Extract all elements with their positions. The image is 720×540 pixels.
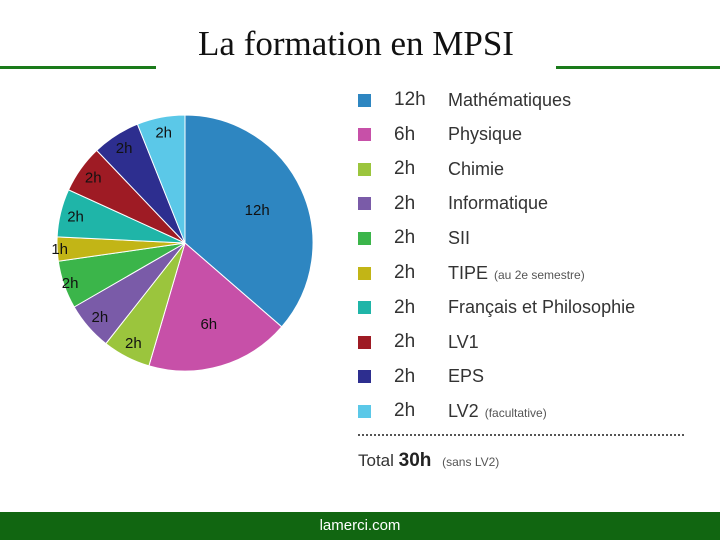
legend-swatch	[358, 335, 371, 349]
pie-slice-0	[184, 114, 314, 328]
legend-note: (facultative)	[484, 405, 547, 420]
legend-hours: 2h	[394, 331, 416, 353]
legend-swatch	[358, 197, 371, 211]
legend-swatch	[358, 93, 371, 107]
slice-label-6: 2h	[67, 208, 84, 225]
legend-subject: Informatique	[448, 193, 549, 214]
legend-subject: EPS	[448, 366, 485, 387]
slice-label-1: 6h	[200, 316, 217, 333]
legend-swatch	[358, 404, 371, 418]
slice-label-9: 2h	[155, 124, 172, 141]
title-rule-left	[0, 66, 156, 69]
legend-swatch	[358, 301, 371, 315]
legend-hours: 2h	[394, 365, 416, 387]
pie-slice-1	[148, 242, 283, 372]
slice-label-7: 2h	[85, 170, 102, 187]
legend-hours: 2h	[394, 192, 416, 214]
slice-label-3: 2h	[92, 309, 109, 326]
legend-swatch	[358, 231, 371, 245]
legend-subject: Physique	[448, 124, 523, 145]
legend-hours: 12h	[394, 89, 426, 110]
legend-subject: LV1	[448, 331, 479, 352]
legend-subject: Français et Philosophie	[448, 297, 636, 318]
legend-hours: 2h	[394, 400, 416, 422]
legend-item: 2h SII	[356, 223, 696, 253]
legend-swatch	[358, 266, 371, 280]
legend-item: 2h EPS	[356, 362, 696, 392]
legend-subject: Chimie	[448, 158, 505, 179]
title-rule-right	[556, 66, 720, 69]
legend-hours: 2h	[394, 296, 416, 318]
slice-label-4: 2h	[62, 275, 79, 292]
legend-item: 12h Mathématiques	[356, 85, 696, 115]
slice-label-0: 12h	[245, 202, 270, 219]
legend-hours: 2h	[394, 262, 416, 283]
legend-item: 2h Informatique	[356, 189, 696, 219]
legend-item: 2h TIPE (au 2e semestre)	[356, 258, 696, 288]
footer-text: lamerci.com	[319, 517, 401, 534]
legend-item: 2h Chimie	[356, 154, 696, 184]
legend-swatch	[358, 370, 371, 384]
slice-label-5: 1h	[51, 241, 68, 258]
legend-divider	[358, 434, 684, 436]
legend-item: 2h Français et Philosophie	[356, 293, 696, 323]
footer-bar: lamerci.com	[0, 512, 720, 540]
legend-swatch	[358, 162, 371, 176]
slice-label-2: 2h	[125, 335, 142, 352]
legend-subject: SII	[448, 227, 471, 248]
slice-label-8: 2h	[116, 140, 133, 157]
pie-slice-9	[136, 114, 186, 244]
legend-item: 2h LV2 (facultative)	[356, 396, 696, 426]
legend-item: 6h Physique	[356, 120, 696, 150]
legend-subject: TIPE (au 2e semestre)	[448, 262, 585, 283]
total-note: (sans LV2)	[442, 455, 500, 469]
legend-swatch	[358, 128, 371, 142]
legend-subject: Mathématiques	[448, 89, 572, 110]
pie-chart: 12h 6h 2h 2h 2h 1h 2h 2h 2h 2h	[51, 114, 314, 372]
total-line: Total 30h (sans LV2)	[358, 450, 499, 472]
title-bar: La formation en MPSI	[0, 24, 720, 72]
legend-hours: 2h	[394, 158, 416, 180]
legend-item: 2h LV1	[356, 327, 696, 357]
total-label: Total	[358, 451, 394, 470]
page-title: La formation en MPSI	[198, 24, 514, 63]
legend-hours: 6h	[394, 123, 416, 145]
legend-subject: LV2 (facultative)	[448, 400, 547, 421]
total-value: 30h	[398, 450, 432, 471]
legend-hours: 2h	[394, 227, 416, 249]
legend-note: (au 2e semestre)	[494, 267, 585, 282]
